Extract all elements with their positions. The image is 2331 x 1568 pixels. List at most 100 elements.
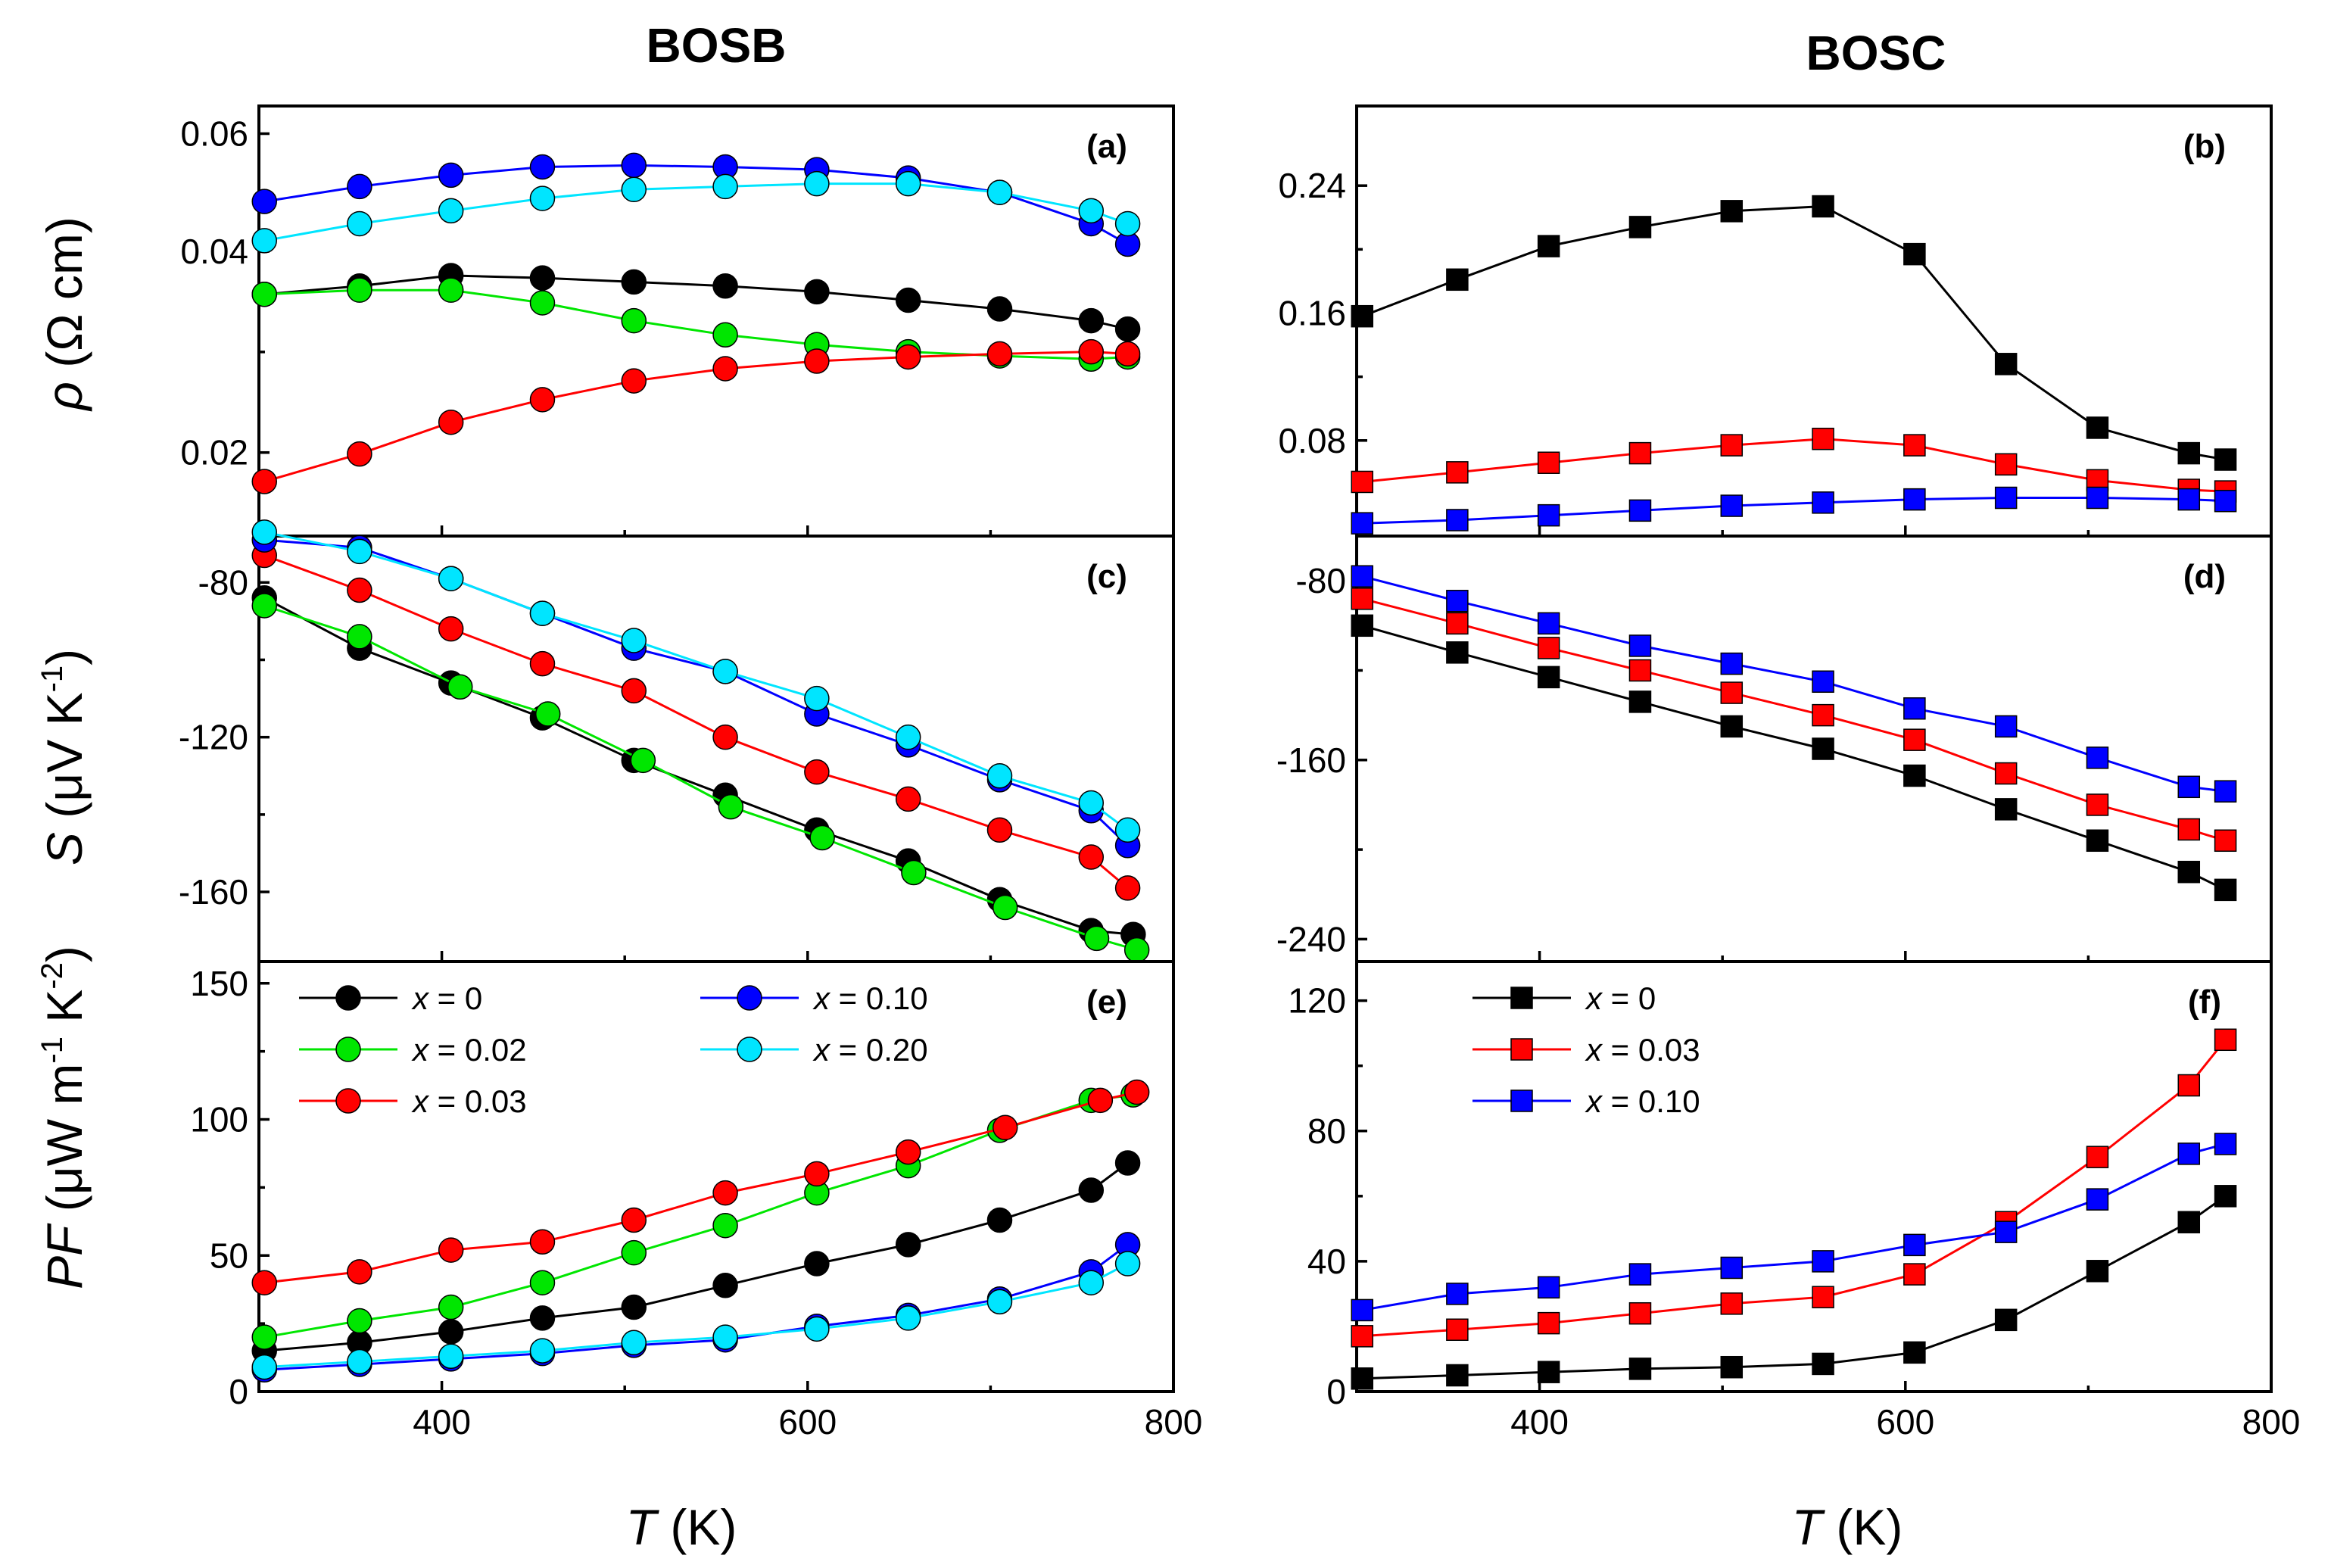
data-point (2086, 793, 2109, 816)
panel-frame-e (257, 960, 1175, 1393)
legend-marker (335, 985, 361, 1011)
series-line (264, 538, 1129, 846)
data-point (1994, 1308, 2018, 1332)
series-x-0-10 (1351, 486, 2237, 535)
data-point (1628, 1301, 1652, 1325)
data-point (1720, 1292, 1744, 1315)
data-point (1114, 817, 1141, 843)
data-point (1078, 307, 1105, 334)
panel-frame-f (1355, 960, 2273, 1393)
data-point (621, 368, 647, 394)
data-point (529, 1229, 556, 1255)
data-point (1087, 1087, 1114, 1114)
data-point (992, 1114, 1018, 1141)
legend-label-var: x (812, 980, 831, 1016)
data-point (1994, 453, 2018, 476)
series-x-0 (251, 584, 1146, 947)
legend-label: x = 0 (1585, 980, 1656, 1016)
y-tick-label: 0.16 (1278, 293, 1346, 332)
legend-marker (737, 985, 762, 1011)
data-point (809, 825, 835, 851)
data-point (1078, 844, 1105, 870)
data-point (1994, 715, 2018, 738)
y-tick-label: 50 (210, 1236, 248, 1275)
data-point (1537, 1311, 1560, 1335)
data-point (895, 170, 921, 197)
data-point (2214, 1028, 2237, 1052)
x-tick-label: 600 (778, 1402, 837, 1442)
y-tick-label: 0.08 (1278, 421, 1346, 460)
y-axis-title-seebeck: S (μV K-1) (36, 649, 92, 865)
data-point (1537, 612, 1560, 635)
series-line (263, 351, 1128, 483)
y-tick-label: 0 (1326, 1372, 1346, 1411)
data-point (438, 1294, 464, 1320)
y-axis-title-pf: PF (μW m-1 K-2) (36, 946, 92, 1289)
legend-label: x = 0.10 (1585, 1083, 1700, 1119)
data-point (1351, 588, 1373, 610)
legend-label-value: = 0.03 (428, 1083, 527, 1119)
data-point (438, 198, 464, 224)
data-point (1537, 637, 1560, 659)
data-point (1903, 697, 1926, 720)
data-point (1351, 1298, 1373, 1322)
data-point (1628, 1358, 1652, 1380)
data-point (2177, 775, 2201, 799)
data-point (804, 759, 830, 785)
data-point (1628, 634, 1652, 657)
legend-label-value: = 0 (1602, 980, 1656, 1016)
data-point (1351, 614, 1373, 637)
data-point (1114, 210, 1141, 237)
legend-marker (737, 1037, 762, 1062)
data-point (2177, 860, 2201, 884)
data-point (630, 747, 656, 774)
y-tick-label: -160 (179, 872, 248, 912)
data-point (447, 674, 473, 700)
seebeck-unit-post: ) (36, 649, 92, 666)
legend-label-var: x (1585, 1083, 1603, 1119)
data-point (2214, 448, 2237, 471)
data-point (621, 1239, 647, 1266)
series-x-0-02 (251, 593, 1150, 963)
data-point (1812, 427, 1834, 450)
data-point (438, 409, 464, 435)
x-tick-label: 800 (1145, 1402, 1203, 1442)
data-point (895, 1232, 921, 1258)
data-point (347, 624, 372, 650)
x-axis-title-left: T (K) (626, 1499, 737, 1555)
data-point (621, 1294, 647, 1320)
legend-label-value: = 0 (428, 980, 482, 1016)
data-point (1903, 434, 1926, 457)
legend-label-var: x (411, 1032, 430, 1068)
data-point (1903, 1263, 1926, 1286)
data-point (804, 279, 830, 305)
data-point (1903, 1233, 1926, 1257)
series-line (1361, 1142, 2226, 1311)
data-point (986, 817, 1013, 843)
data-point (1351, 565, 1373, 588)
data-point (1994, 798, 2018, 821)
data-point (2177, 488, 2201, 511)
data-point (2177, 441, 2201, 465)
y-tick-label: 0.04 (180, 232, 248, 271)
data-point (1537, 1276, 1560, 1299)
x-tick-label: 600 (1876, 1402, 1934, 1442)
data-point (438, 1343, 464, 1370)
data-point (1446, 590, 1469, 613)
series-x-0 (1351, 614, 2237, 902)
data-point (1903, 242, 1926, 266)
pf-sup-a: -1 (36, 1037, 69, 1064)
data-point (1812, 195, 1834, 218)
y-tick-label: -160 (1276, 740, 1346, 780)
data-point (251, 189, 277, 214)
y-tick-label: 0 (229, 1372, 248, 1411)
series-x-0-10 (251, 152, 1141, 257)
series-x-0 (251, 1150, 1141, 1364)
series-x-0-03 (1351, 588, 2237, 853)
data-point (529, 387, 556, 413)
data-point (895, 344, 921, 370)
data-point (529, 1305, 556, 1331)
data-point (1446, 509, 1469, 531)
y-tick-label: -80 (198, 563, 248, 602)
data-point (347, 441, 372, 467)
